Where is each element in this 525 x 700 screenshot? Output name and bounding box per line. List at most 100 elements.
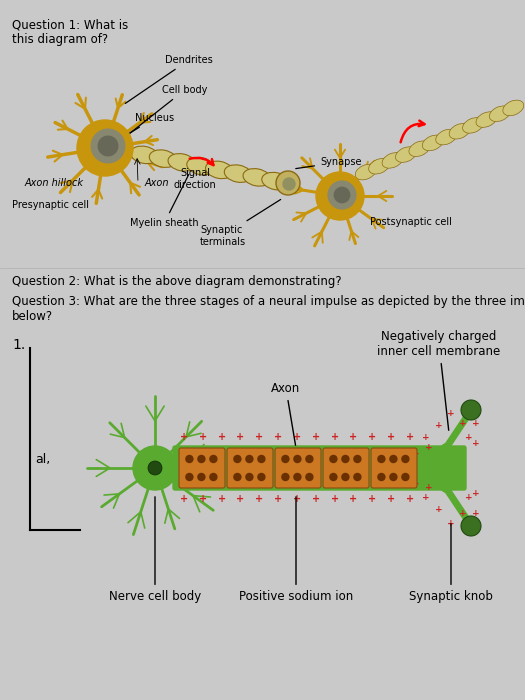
Text: +: + bbox=[199, 494, 207, 504]
Text: +: + bbox=[255, 432, 264, 442]
Text: Presynaptic cell: Presynaptic cell bbox=[12, 200, 89, 210]
Text: +: + bbox=[274, 494, 282, 504]
Text: +: + bbox=[274, 432, 282, 442]
Circle shape bbox=[91, 130, 125, 163]
Text: Question 3: What are the three stages of a neural impulse as depicted by the thr: Question 3: What are the three stages of… bbox=[12, 295, 525, 323]
Ellipse shape bbox=[187, 158, 214, 175]
Ellipse shape bbox=[149, 150, 177, 167]
Text: +: + bbox=[180, 494, 188, 504]
FancyBboxPatch shape bbox=[179, 448, 225, 488]
Text: al,: al, bbox=[35, 454, 50, 466]
Text: +: + bbox=[387, 432, 395, 442]
FancyBboxPatch shape bbox=[371, 448, 417, 488]
Text: +: + bbox=[472, 508, 480, 517]
Text: Axon hillock: Axon hillock bbox=[25, 178, 84, 188]
Circle shape bbox=[354, 456, 361, 463]
Circle shape bbox=[148, 461, 162, 475]
Text: +: + bbox=[447, 409, 455, 417]
Text: +: + bbox=[465, 433, 473, 442]
Text: Axon: Axon bbox=[271, 382, 301, 445]
Text: +: + bbox=[459, 419, 467, 428]
Text: +: + bbox=[425, 444, 433, 452]
Circle shape bbox=[234, 473, 241, 480]
Circle shape bbox=[328, 181, 356, 209]
Ellipse shape bbox=[436, 130, 457, 145]
Circle shape bbox=[306, 456, 313, 463]
Circle shape bbox=[390, 456, 397, 463]
Text: +: + bbox=[472, 419, 480, 428]
Ellipse shape bbox=[489, 106, 510, 122]
Circle shape bbox=[378, 456, 385, 463]
Text: Synaptic knob: Synaptic knob bbox=[409, 524, 493, 603]
Text: Question 2: What is the above diagram demonstrating?: Question 2: What is the above diagram de… bbox=[12, 275, 342, 288]
Text: +: + bbox=[293, 494, 301, 504]
Text: +: + bbox=[331, 494, 339, 504]
Ellipse shape bbox=[463, 118, 484, 133]
Circle shape bbox=[186, 473, 193, 480]
Text: +: + bbox=[217, 494, 226, 504]
Ellipse shape bbox=[382, 153, 403, 168]
Circle shape bbox=[294, 456, 301, 463]
Circle shape bbox=[306, 473, 313, 480]
Text: +: + bbox=[406, 494, 414, 504]
Text: Positive sodium ion: Positive sodium ion bbox=[239, 497, 353, 603]
Text: +: + bbox=[368, 432, 376, 442]
Text: +: + bbox=[350, 432, 358, 442]
Ellipse shape bbox=[131, 146, 158, 164]
Text: Signal
direction: Signal direction bbox=[174, 168, 216, 190]
Circle shape bbox=[246, 473, 253, 480]
Text: +: + bbox=[435, 421, 443, 430]
Circle shape bbox=[186, 456, 193, 463]
Text: 1.: 1. bbox=[12, 338, 25, 352]
Circle shape bbox=[282, 456, 289, 463]
Text: +: + bbox=[199, 432, 207, 442]
Text: +: + bbox=[350, 494, 358, 504]
Text: Nerve cell body: Nerve cell body bbox=[109, 497, 201, 603]
FancyBboxPatch shape bbox=[275, 448, 321, 488]
Circle shape bbox=[283, 178, 295, 190]
Text: +: + bbox=[422, 494, 430, 503]
Text: Dendrites: Dendrites bbox=[125, 55, 213, 104]
Text: Question 1: What is
this diagram of?: Question 1: What is this diagram of? bbox=[12, 18, 128, 46]
Text: Nucleus: Nucleus bbox=[99, 113, 174, 152]
Text: +: + bbox=[472, 489, 480, 498]
Circle shape bbox=[98, 136, 118, 156]
FancyBboxPatch shape bbox=[227, 448, 273, 488]
Ellipse shape bbox=[395, 147, 416, 162]
Circle shape bbox=[316, 172, 364, 220]
Circle shape bbox=[390, 473, 397, 480]
Text: +: + bbox=[331, 432, 339, 442]
Ellipse shape bbox=[503, 100, 524, 116]
Text: +: + bbox=[435, 505, 443, 514]
Circle shape bbox=[234, 456, 241, 463]
Circle shape bbox=[294, 473, 301, 480]
Circle shape bbox=[334, 188, 350, 203]
Text: +: + bbox=[293, 432, 301, 442]
Circle shape bbox=[210, 473, 217, 480]
Text: +: + bbox=[217, 432, 226, 442]
Text: +: + bbox=[387, 494, 395, 504]
Circle shape bbox=[198, 473, 205, 480]
Circle shape bbox=[133, 446, 177, 490]
Circle shape bbox=[402, 473, 409, 480]
Ellipse shape bbox=[224, 164, 252, 183]
Text: +: + bbox=[236, 494, 245, 504]
Text: +: + bbox=[312, 494, 320, 504]
Text: Postsynaptic cell: Postsynaptic cell bbox=[370, 217, 452, 227]
Text: Axon: Axon bbox=[145, 178, 170, 188]
Ellipse shape bbox=[409, 141, 430, 157]
Ellipse shape bbox=[206, 161, 233, 178]
Ellipse shape bbox=[476, 112, 497, 127]
Text: +: + bbox=[368, 494, 376, 504]
Circle shape bbox=[276, 171, 300, 195]
Circle shape bbox=[342, 473, 349, 480]
Ellipse shape bbox=[168, 153, 196, 172]
Text: +: + bbox=[406, 432, 414, 442]
Circle shape bbox=[246, 456, 253, 463]
Ellipse shape bbox=[449, 123, 470, 139]
Text: +: + bbox=[412, 479, 420, 487]
Text: +: + bbox=[425, 484, 433, 493]
Text: +: + bbox=[472, 438, 480, 447]
Circle shape bbox=[210, 456, 217, 463]
Circle shape bbox=[258, 473, 265, 480]
